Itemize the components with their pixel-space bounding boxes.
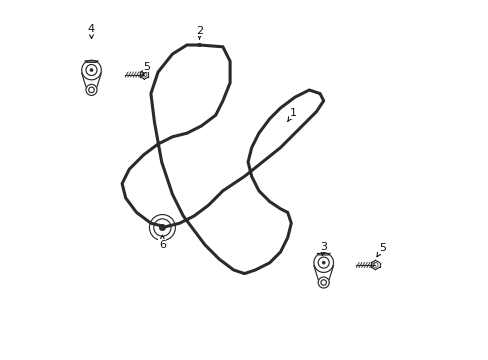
- Text: 5: 5: [143, 62, 150, 75]
- Text: 3: 3: [320, 242, 326, 256]
- Text: 6: 6: [159, 235, 165, 250]
- Circle shape: [159, 224, 165, 231]
- Circle shape: [322, 261, 325, 264]
- Circle shape: [90, 68, 93, 72]
- Text: 4: 4: [88, 24, 95, 39]
- Text: 1: 1: [287, 108, 296, 121]
- Text: 5: 5: [376, 243, 385, 257]
- Text: 2: 2: [196, 26, 203, 39]
